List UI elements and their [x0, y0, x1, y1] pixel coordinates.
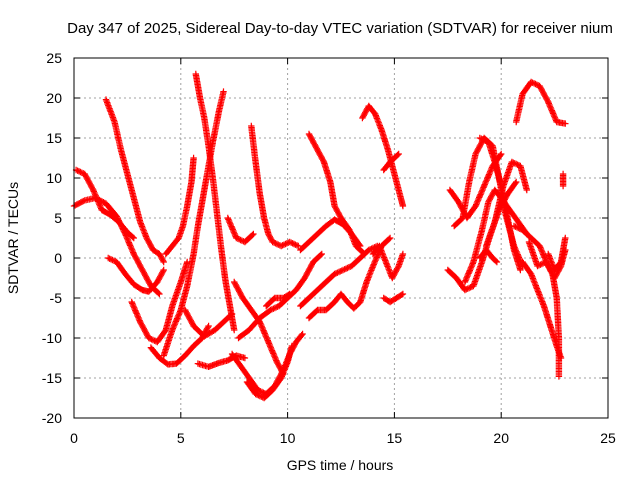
data-point-markers: [263, 290, 293, 310]
series-trace-24: [380, 150, 402, 174]
series-trace-18: [263, 290, 293, 310]
data-point-markers: [72, 166, 137, 242]
series-trace-07: [160, 88, 227, 359]
series-trace-39: [476, 246, 501, 266]
series-trace-20: [305, 130, 368, 258]
series-trace-33: [513, 78, 569, 127]
series-trace-17: [224, 214, 257, 246]
y-tick-label: -5: [50, 290, 63, 306]
data-point-markers: [181, 306, 236, 340]
data-point-markers: [243, 342, 296, 402]
x-tick-label: 0: [70, 430, 78, 446]
series-trace-02: [72, 166, 137, 242]
x-tick-label: 25: [600, 430, 616, 446]
series-trace-37: [545, 234, 569, 274]
series-trace-32: [483, 158, 530, 250]
y-tick-label: 0: [54, 250, 62, 266]
y-axis-label: SDTVAR / TECUs: [5, 182, 21, 294]
series-trace-26: [380, 290, 407, 306]
data-point-markers: [513, 78, 569, 127]
y-tick-label: 20: [46, 90, 62, 106]
series-trace-08: [162, 154, 197, 258]
x-tick-label: 20: [493, 430, 509, 446]
y-tick-label: -10: [42, 330, 62, 346]
data-point-markers: [128, 258, 191, 346]
data-point-markers: [483, 158, 530, 250]
data-point-markers: [369, 242, 407, 282]
data-point-markers: [248, 122, 302, 250]
y-tick-label: -15: [42, 370, 62, 386]
x-tick-label: 10: [280, 430, 296, 446]
data-point-markers: [525, 238, 563, 380]
series-trace-21: [297, 242, 381, 310]
data-point-markers: [305, 130, 368, 258]
data-series: [70, 70, 569, 402]
data-point-markers: [102, 96, 167, 266]
y-tick-label: 10: [46, 170, 62, 186]
series-trace-25: [369, 242, 407, 282]
data-point-markers: [380, 290, 407, 306]
data-point-markers: [380, 150, 402, 174]
series-trace-04: [105, 254, 167, 295]
data-point-markers: [297, 242, 381, 310]
x-axis-label: GPS time / hours: [287, 457, 394, 473]
data-point-markers: [160, 88, 227, 359]
series-trace-38: [559, 170, 567, 190]
data-point-markers: [545, 234, 569, 274]
x-tick-label: 15: [387, 430, 403, 446]
series-trace-11: [181, 306, 236, 340]
y-tick-label: 25: [46, 50, 62, 66]
y-tick-label: 15: [46, 130, 62, 146]
series-trace-15: [243, 342, 296, 402]
plot-frame: [73, 57, 609, 419]
data-point-markers: [476, 246, 501, 266]
series-trace-16: [248, 122, 302, 250]
data-point-markers: [359, 102, 407, 210]
series-trace-36: [525, 238, 563, 380]
chart-title: Day 347 of 2025, Sidereal Day-to-day VTE…: [67, 20, 613, 37]
data-point-markers: [192, 70, 238, 334]
series-trace-09: [192, 70, 238, 334]
series-trace-23: [359, 102, 407, 210]
data-point-markers: [162, 154, 197, 258]
data-point-markers: [559, 170, 567, 190]
series-trace-05: [128, 258, 191, 346]
x-tick-label: 5: [177, 430, 185, 446]
y-tick-label: 5: [54, 210, 62, 226]
y-tick-label: -20: [42, 410, 62, 426]
axes: 0 5 10 15 20 25 -20 -15 -10 -5 0 5 10 15 20 25: [42, 50, 616, 446]
series-trace-03: [102, 96, 167, 266]
data-point-markers: [105, 254, 167, 295]
data-point-markers: [224, 214, 257, 246]
